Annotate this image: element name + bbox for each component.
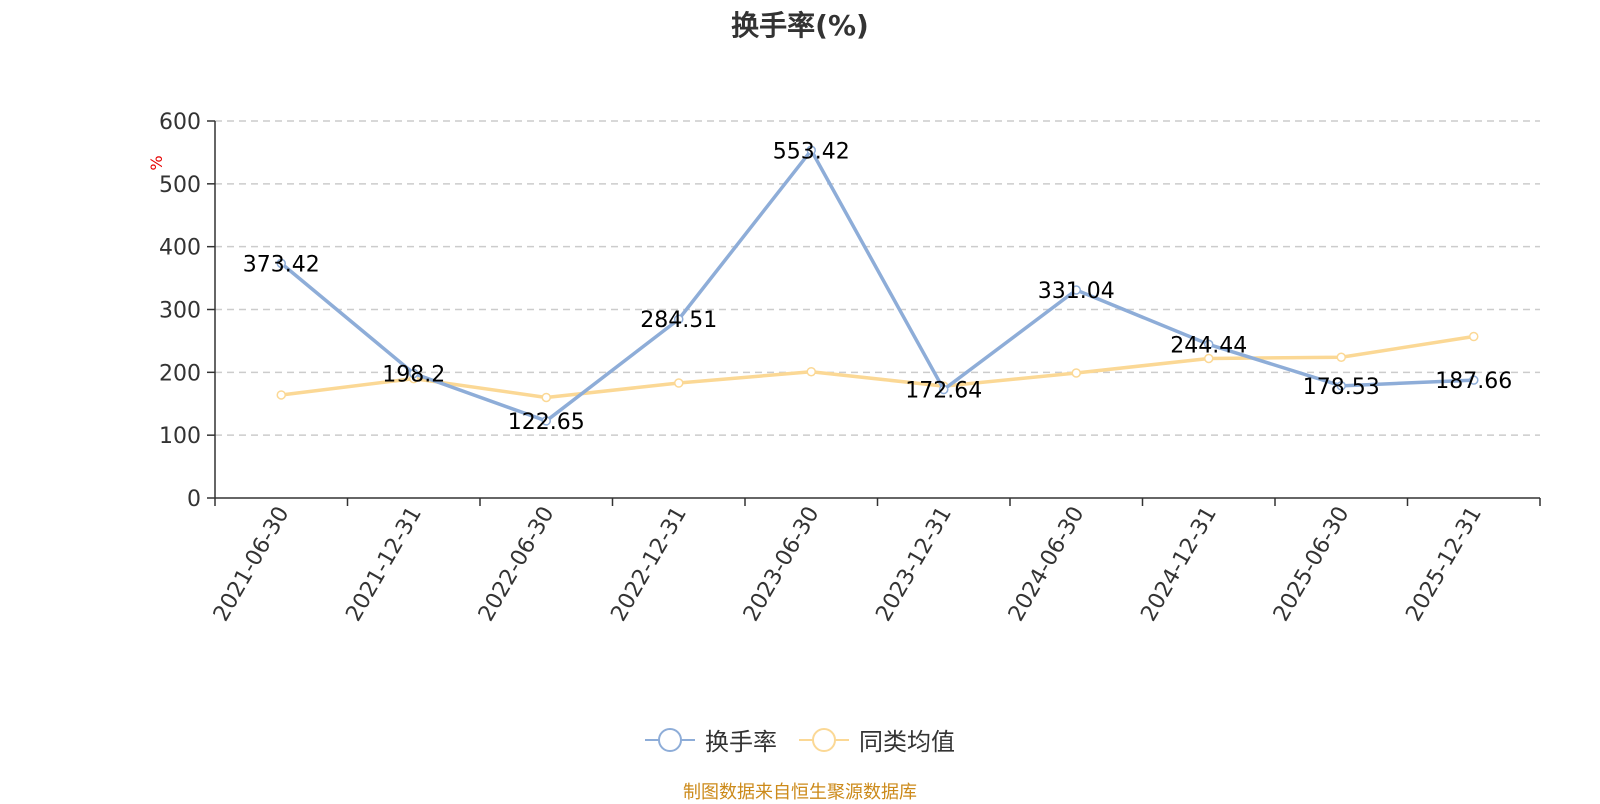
data-point-turnover bbox=[939, 384, 949, 395]
data-point-turnover bbox=[1336, 381, 1346, 391]
y-tick-label: 100 bbox=[159, 424, 201, 449]
y-axis-unit-label: % bbox=[147, 155, 166, 170]
x-tick-label: 2024-06-30 bbox=[1004, 503, 1090, 626]
data-point-turnover bbox=[1071, 285, 1081, 295]
y-tick-label: 200 bbox=[159, 361, 201, 386]
data-label-turnover: 178.53 bbox=[1303, 375, 1380, 400]
data-point-turnover bbox=[1204, 339, 1214, 350]
x-tick-label: 2022-06-30 bbox=[474, 503, 560, 626]
data-point-turnover bbox=[806, 145, 816, 156]
x-tick-label: 2025-06-30 bbox=[1269, 503, 1355, 626]
y-tick-label: 600 bbox=[159, 110, 201, 135]
data-label-turnover: 172.64 bbox=[905, 379, 982, 404]
data-point-turnover bbox=[674, 314, 684, 324]
data-label-turnover: 244.44 bbox=[1170, 333, 1247, 358]
x-tick-label: 2023-12-31 bbox=[871, 503, 957, 626]
data-point-peer-average bbox=[806, 366, 816, 377]
legend-label-peer-average: 同类均值 bbox=[859, 728, 955, 756]
x-tick-label: 2022-12-31 bbox=[606, 503, 692, 626]
data-point-peer-average bbox=[1071, 368, 1081, 378]
data-label-turnover: 198.2 bbox=[382, 362, 445, 387]
data-point-turnover bbox=[276, 258, 286, 269]
legend-item-turnover[interactable]: 换手率 bbox=[645, 722, 777, 757]
y-tick-label: 500 bbox=[159, 173, 201, 198]
y-tick-label: 0 bbox=[187, 487, 201, 512]
source-note: 制图数据来自恒生聚源数据库 bbox=[683, 782, 917, 803]
data-label-turnover: 284.51 bbox=[640, 308, 717, 333]
x-tick-label: 2024-12-31 bbox=[1136, 503, 1222, 626]
legend-line-circle-icon bbox=[645, 727, 695, 752]
data-label-turnover: 122.65 bbox=[508, 410, 585, 435]
data-point-turnover bbox=[409, 368, 419, 379]
y-tick-label: 400 bbox=[159, 236, 201, 261]
data-point-peer-average bbox=[276, 390, 286, 400]
x-tick-label: 2023-06-30 bbox=[739, 503, 825, 626]
data-point-turnover bbox=[541, 416, 551, 426]
data-point-peer-average bbox=[541, 392, 551, 403]
chart-title: 换手率(%) bbox=[731, 9, 869, 42]
series-line-turnover bbox=[280, 148, 1474, 423]
data-point-peer-average bbox=[674, 378, 684, 388]
data-label-turnover: 373.42 bbox=[243, 252, 320, 277]
data-label-turnover: 187.66 bbox=[1435, 369, 1512, 394]
series-line-peer-average bbox=[281, 334, 1475, 400]
data-label-turnover: 331.04 bbox=[1038, 279, 1115, 304]
x-tick-label: 2021-12-31 bbox=[341, 503, 427, 626]
data-point-peer-average bbox=[1336, 352, 1346, 363]
data-point-peer-average bbox=[1204, 353, 1214, 364]
data-point-turnover bbox=[1469, 375, 1479, 385]
y-tick-label: 300 bbox=[159, 299, 201, 324]
legend-line-circle-icon bbox=[799, 727, 849, 752]
data-label-turnover: 553.42 bbox=[773, 139, 850, 164]
x-tick-label: 2021-06-30 bbox=[209, 503, 295, 626]
x-tick-label: 2025-12-31 bbox=[1401, 503, 1487, 626]
legend-item-peer-average[interactable]: 同类均值 bbox=[799, 722, 955, 757]
legend: 换手率 同类均值 bbox=[0, 722, 1600, 757]
data-point-peer-average bbox=[1469, 331, 1479, 342]
legend-label-turnover: 换手率 bbox=[705, 728, 777, 756]
